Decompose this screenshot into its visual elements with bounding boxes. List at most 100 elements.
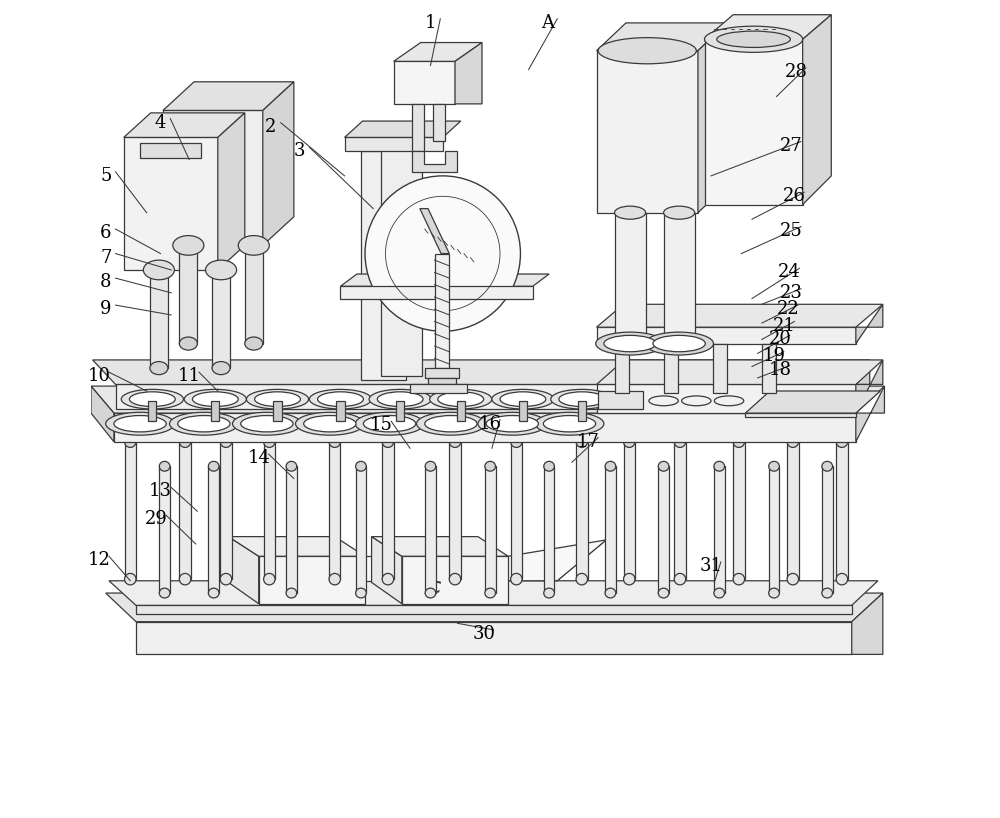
Ellipse shape xyxy=(178,416,230,432)
Polygon shape xyxy=(109,581,878,605)
Bar xyxy=(428,378,456,384)
Ellipse shape xyxy=(208,588,219,598)
Bar xyxy=(412,104,424,151)
Ellipse shape xyxy=(356,588,366,598)
Bar xyxy=(674,442,686,579)
Text: 14: 14 xyxy=(247,449,270,467)
Bar xyxy=(382,442,394,579)
Ellipse shape xyxy=(286,461,297,471)
Polygon shape xyxy=(394,43,482,61)
Ellipse shape xyxy=(309,389,372,409)
Ellipse shape xyxy=(356,461,366,471)
Text: 28: 28 xyxy=(785,63,808,81)
Bar xyxy=(179,245,197,344)
Polygon shape xyxy=(508,540,606,581)
Polygon shape xyxy=(365,556,402,581)
Polygon shape xyxy=(91,386,884,413)
Text: 22: 22 xyxy=(777,300,799,318)
Ellipse shape xyxy=(246,389,309,409)
Text: 19: 19 xyxy=(763,347,786,365)
Polygon shape xyxy=(455,43,482,104)
Text: 3: 3 xyxy=(294,142,305,160)
Text: 24: 24 xyxy=(778,263,801,281)
Bar xyxy=(425,368,459,378)
Ellipse shape xyxy=(369,389,431,409)
Ellipse shape xyxy=(296,412,364,435)
Ellipse shape xyxy=(114,416,166,432)
Ellipse shape xyxy=(822,461,833,471)
Text: 11: 11 xyxy=(178,367,201,385)
Ellipse shape xyxy=(717,31,790,47)
Ellipse shape xyxy=(150,362,168,375)
Ellipse shape xyxy=(264,573,275,585)
Ellipse shape xyxy=(624,573,635,585)
Ellipse shape xyxy=(787,573,799,585)
Polygon shape xyxy=(91,386,114,442)
Bar xyxy=(148,401,156,421)
Ellipse shape xyxy=(212,362,230,375)
Ellipse shape xyxy=(129,392,175,407)
Ellipse shape xyxy=(598,38,696,64)
Bar xyxy=(208,466,219,593)
Bar xyxy=(433,104,445,141)
Polygon shape xyxy=(856,360,883,413)
Polygon shape xyxy=(116,384,844,409)
Ellipse shape xyxy=(355,412,424,435)
Polygon shape xyxy=(340,274,549,286)
Ellipse shape xyxy=(184,389,246,409)
Ellipse shape xyxy=(653,335,705,352)
Bar xyxy=(485,466,496,593)
Bar xyxy=(787,442,799,579)
Ellipse shape xyxy=(255,392,300,407)
Ellipse shape xyxy=(192,392,238,407)
Ellipse shape xyxy=(674,573,686,585)
Ellipse shape xyxy=(544,588,554,598)
Ellipse shape xyxy=(704,26,803,52)
Bar xyxy=(605,466,616,593)
Bar xyxy=(329,442,340,579)
Bar xyxy=(714,466,725,593)
Text: 21: 21 xyxy=(773,317,796,335)
Ellipse shape xyxy=(208,461,219,471)
Polygon shape xyxy=(228,537,259,604)
Ellipse shape xyxy=(485,588,496,598)
Bar xyxy=(159,466,170,593)
Ellipse shape xyxy=(615,206,646,219)
Ellipse shape xyxy=(486,416,538,432)
Polygon shape xyxy=(704,39,803,205)
Bar xyxy=(449,442,461,579)
Polygon shape xyxy=(228,537,365,556)
Bar xyxy=(457,401,465,421)
Text: 18: 18 xyxy=(768,361,791,379)
Text: 13: 13 xyxy=(149,482,172,500)
Ellipse shape xyxy=(425,461,436,471)
Polygon shape xyxy=(106,593,883,622)
Ellipse shape xyxy=(605,588,616,598)
Ellipse shape xyxy=(377,392,423,407)
Ellipse shape xyxy=(500,392,546,407)
Bar xyxy=(150,270,168,368)
Ellipse shape xyxy=(220,573,232,585)
Bar xyxy=(658,466,669,593)
Polygon shape xyxy=(698,23,727,213)
Ellipse shape xyxy=(125,436,136,447)
Ellipse shape xyxy=(430,389,492,409)
Bar xyxy=(211,401,219,421)
Text: 8: 8 xyxy=(100,273,111,291)
Polygon shape xyxy=(93,360,870,384)
Bar xyxy=(220,442,232,579)
Ellipse shape xyxy=(179,436,191,447)
Ellipse shape xyxy=(304,416,356,432)
Polygon shape xyxy=(856,386,884,442)
Polygon shape xyxy=(597,51,698,213)
Ellipse shape xyxy=(645,332,713,355)
Bar xyxy=(615,213,646,344)
Ellipse shape xyxy=(604,335,656,352)
Bar xyxy=(286,466,297,593)
Text: 4: 4 xyxy=(155,114,166,132)
Polygon shape xyxy=(402,556,508,604)
Text: 30: 30 xyxy=(472,625,495,643)
Text: 25: 25 xyxy=(780,222,803,240)
Polygon shape xyxy=(345,137,443,151)
Text: C: C xyxy=(287,582,298,596)
